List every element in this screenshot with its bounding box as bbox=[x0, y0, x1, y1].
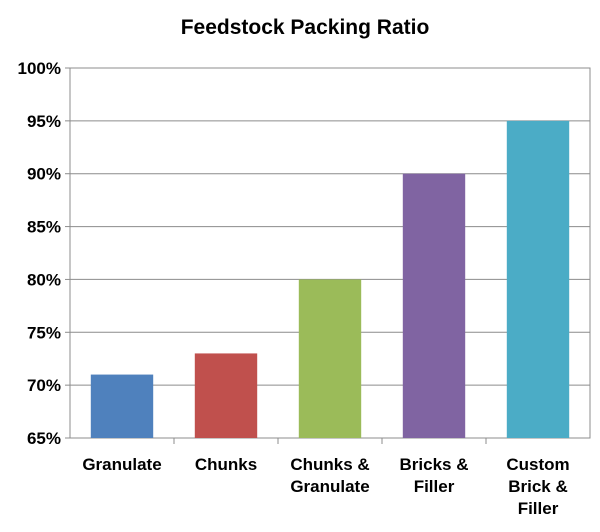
bars bbox=[90, 120, 570, 438]
bar bbox=[506, 120, 570, 438]
x-tick-label: Chunks bbox=[195, 455, 257, 474]
bar bbox=[402, 173, 466, 438]
y-tick-label: 80% bbox=[27, 270, 61, 289]
y-axis-ticks: 65% 70% 75% 80% 85% 90% 95% 100% bbox=[18, 59, 61, 448]
y-tick-label: 70% bbox=[27, 376, 61, 395]
x-tick-label: Bricks & Filler bbox=[400, 455, 469, 496]
y-tick-label: 100% bbox=[18, 59, 61, 78]
y-tick-label: 85% bbox=[27, 218, 61, 237]
bar bbox=[194, 353, 258, 438]
bar bbox=[298, 279, 362, 438]
y-tick-label: 75% bbox=[27, 323, 61, 342]
x-tick-label: Granulate bbox=[82, 455, 161, 474]
y-tick-label: 95% bbox=[27, 112, 61, 131]
x-tick-label: Custom Brick & Filler bbox=[506, 455, 569, 518]
y-tick-label: 65% bbox=[27, 429, 61, 448]
y-tick-label: 90% bbox=[27, 165, 61, 184]
x-axis-ticks: Granulate Chunks Chunks & Granulate Bricks &… bbox=[82, 438, 570, 518]
chart-title: Feedstock Packing Ratio bbox=[181, 16, 430, 39]
x-tick-label: Chunks & Granulate bbox=[290, 455, 369, 496]
bar bbox=[90, 374, 154, 438]
